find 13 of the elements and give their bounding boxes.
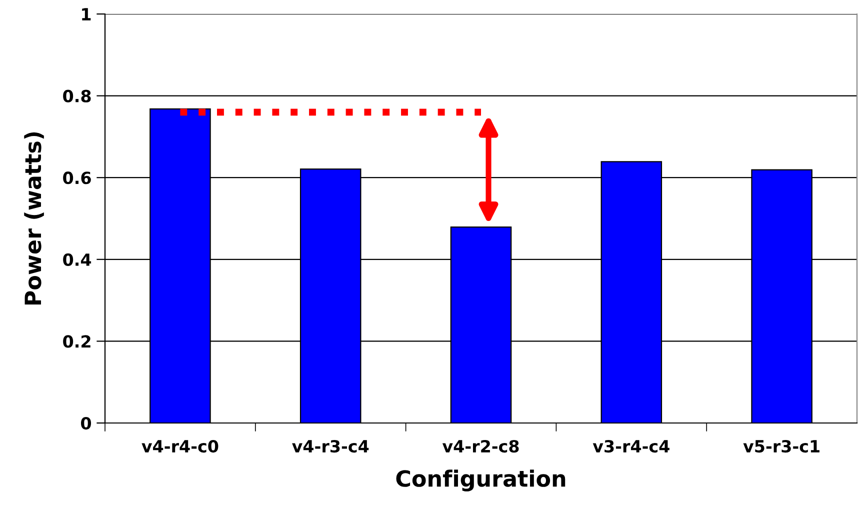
y-axis-title: Power (watts) [24,132,44,305]
x-tick-label: v4-r2-c8 [442,440,519,453]
x-axis-title: Configuration [396,470,566,492]
y-tick-label: 0.6 [63,172,91,184]
x-tick-label: v3-r4-c4 [592,440,670,453]
x-tick-label: v4-r4-c0 [142,440,218,453]
y-tick-label: 0.2 [63,335,90,348]
y-tick-label: 0.4 [63,253,92,266]
y-tick-label: 0 [81,416,92,430]
x-tick-label: v5-r3-c1 [743,440,820,453]
y-tick-label: 0.8 [63,90,91,102]
y-tick-label: 1 [82,8,91,20]
x-tick-label: v4-r3-c4 [292,440,369,453]
